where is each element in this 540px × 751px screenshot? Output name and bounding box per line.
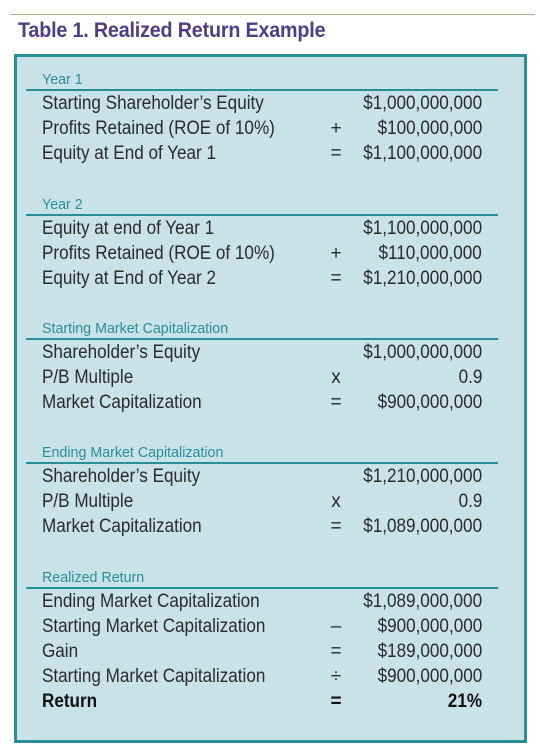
row-value: $900,000,000 bbox=[377, 616, 482, 637]
row-label: Market Capitalization bbox=[42, 392, 202, 413]
row-value: $900,000,000 bbox=[377, 666, 482, 687]
table-row: P/B Multiple x 0.9 bbox=[26, 489, 498, 514]
section-year-2: Year 2 Equity at end of Year 1 $1,100,00… bbox=[26, 192, 498, 291]
row-operator: ÷ bbox=[330, 666, 342, 687]
row-label: P/B Multiple bbox=[42, 367, 134, 388]
row-label: P/B Multiple bbox=[42, 491, 134, 512]
row-operator: + bbox=[330, 243, 342, 264]
row-value: 0.9 bbox=[458, 367, 482, 388]
row-label: Equity at End of Year 1 bbox=[42, 143, 216, 164]
section-year-1: Year 1 Starting Shareholder’s Equity $1,… bbox=[26, 67, 498, 166]
row-operator: x bbox=[331, 491, 341, 512]
row-operator: = bbox=[330, 143, 342, 164]
row-value: 0.9 bbox=[458, 491, 482, 512]
row-operator: = bbox=[330, 641, 342, 662]
row-label: Starting Shareholder’s Equity bbox=[42, 93, 264, 114]
section-title: Year 1 bbox=[42, 71, 83, 88]
section-starting-market-cap: Starting Market Capitalization Sharehold… bbox=[26, 316, 498, 415]
table-row: Starting Market Capitalization ÷ $900,00… bbox=[26, 664, 498, 689]
section-realized-return: Realized Return Ending Market Capitaliza… bbox=[26, 565, 498, 714]
row-value: $1,089,000,000 bbox=[363, 516, 482, 537]
row-label: Gain bbox=[42, 641, 79, 662]
row-label: Equity at End of Year 2 bbox=[42, 268, 216, 289]
section-title: Starting Market Capitalization bbox=[42, 320, 229, 337]
row-label: Return bbox=[42, 691, 98, 712]
row-operator: x bbox=[331, 367, 341, 388]
row-value: $100,000,000 bbox=[377, 118, 482, 139]
section-header: Year 2 bbox=[26, 192, 498, 216]
table-row: Starting Market Capitalization – $900,00… bbox=[26, 614, 498, 639]
section-title: Year 2 bbox=[42, 196, 83, 213]
row-label: Market Capitalization bbox=[42, 516, 202, 537]
table-row: Ending Market Capitalization $1,089,000,… bbox=[26, 589, 498, 614]
row-operator: = bbox=[330, 268, 342, 289]
row-value: 21% bbox=[447, 691, 482, 712]
row-value: $1,210,000,000 bbox=[363, 466, 482, 487]
table-row: Equity at end of Year 1 $1,100,000,000 bbox=[26, 216, 498, 241]
section-header: Starting Market Capitalization bbox=[26, 316, 498, 340]
table-row: Market Capitalization = $900,000,000 bbox=[26, 390, 498, 415]
table-panel bbox=[14, 54, 527, 743]
table-row: P/B Multiple x 0.9 bbox=[26, 365, 498, 390]
row-operator: + bbox=[330, 118, 342, 139]
row-value: $1,000,000,000 bbox=[363, 93, 482, 114]
row-label: Equity at end of Year 1 bbox=[42, 218, 215, 239]
row-value: $110,000,000 bbox=[378, 243, 482, 264]
row-label: Starting Market Capitalization bbox=[42, 616, 266, 637]
row-value: $1,000,000,000 bbox=[363, 342, 482, 363]
row-value: $1,089,000,000 bbox=[363, 591, 482, 612]
table-row: Market Capitalization = $1,089,000,000 bbox=[26, 514, 498, 539]
table-row: Profits Retained (ROE of 10%) + $100,000… bbox=[26, 116, 498, 141]
row-label: Profits Retained (ROE of 10%) bbox=[42, 118, 275, 139]
section-header: Ending Market Capitalization bbox=[26, 440, 498, 464]
section-header: Realized Return bbox=[26, 565, 498, 589]
row-value: $1,100,000,000 bbox=[363, 218, 482, 239]
row-value: $189,000,000 bbox=[377, 641, 482, 662]
table-row: Equity at End of Year 1 = $1,100,000,000 bbox=[26, 141, 498, 166]
table-row-total: Return = 21% bbox=[26, 689, 498, 714]
row-value: $1,100,000,000 bbox=[363, 143, 482, 164]
table-title: Table 1. Realized Return Example bbox=[18, 19, 326, 42]
table-row: Starting Shareholder’s Equity $1,000,000… bbox=[26, 91, 498, 116]
row-operator: = bbox=[330, 516, 342, 537]
top-rule bbox=[10, 14, 535, 15]
row-label: Starting Market Capitalization bbox=[42, 666, 266, 687]
row-operator: – bbox=[330, 616, 342, 637]
section-ending-market-cap: Ending Market Capitalization Shareholder… bbox=[26, 440, 498, 539]
row-operator: = bbox=[330, 691, 342, 712]
section-header: Year 1 bbox=[26, 67, 498, 91]
row-value: $900,000,000 bbox=[377, 392, 482, 413]
row-label: Profits Retained (ROE of 10%) bbox=[42, 243, 275, 264]
row-operator: = bbox=[330, 392, 342, 413]
section-title: Realized Return bbox=[42, 569, 145, 586]
row-value: $1,210,000,000 bbox=[363, 268, 482, 289]
table-row: Shareholder’s Equity $1,210,000,000 bbox=[26, 464, 498, 489]
row-label: Shareholder’s Equity bbox=[42, 342, 201, 363]
table-row: Gain = $189,000,000 bbox=[26, 639, 498, 664]
table-row: Shareholder’s Equity $1,000,000,000 bbox=[26, 340, 498, 365]
table-row: Profits Retained (ROE of 10%) + $110,000… bbox=[26, 241, 498, 266]
row-label: Ending Market Capitalization bbox=[42, 591, 260, 612]
section-title: Ending Market Capitalization bbox=[42, 444, 224, 461]
row-label: Shareholder’s Equity bbox=[42, 466, 201, 487]
table-row: Equity at End of Year 2 = $1,210,000,000 bbox=[26, 266, 498, 291]
